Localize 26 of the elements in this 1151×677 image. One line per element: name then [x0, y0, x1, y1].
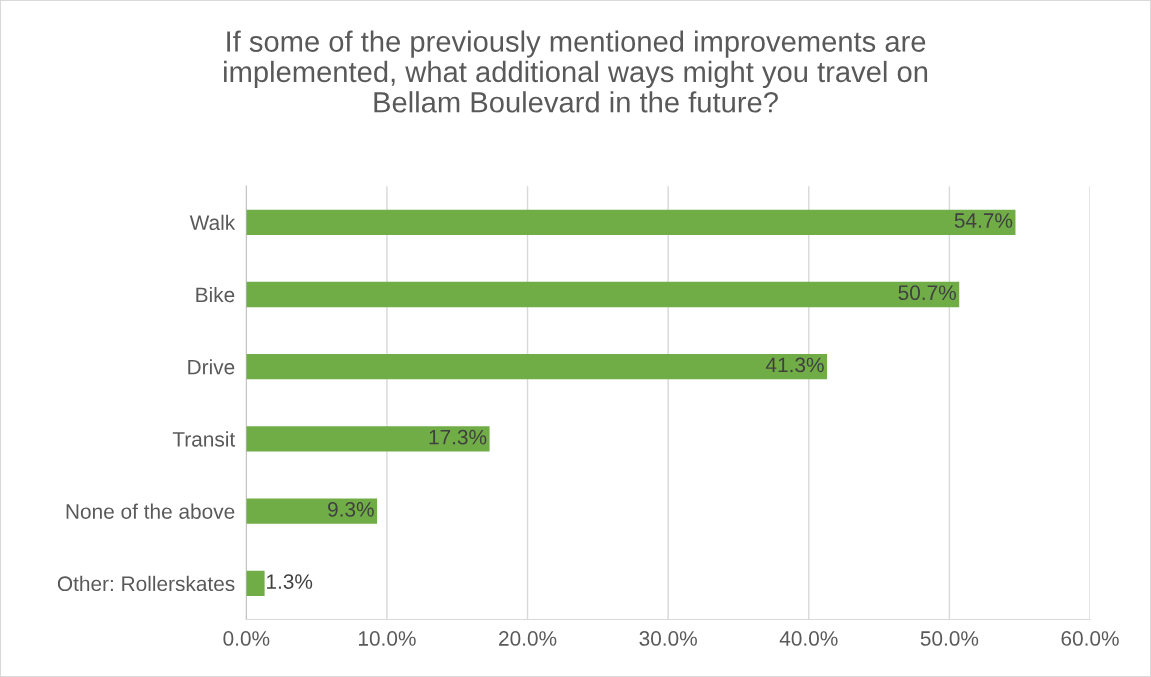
y-tick-label: Walk — [189, 214, 236, 231]
y-tick-label: None of the above — [66, 503, 235, 519]
data-label: 17.3% — [429, 429, 487, 445]
x-tick-label: 0.0% — [223, 631, 270, 646]
data-label: 41.3% — [765, 357, 824, 373]
data-label: 54.7% — [954, 213, 1013, 228]
x-tick-label: 20.0% — [499, 631, 557, 646]
x-tick-label: 30.0% — [639, 631, 697, 646]
data-label: 50.7% — [898, 285, 956, 301]
y-tick-label: Drive — [188, 359, 235, 375]
data-label: 1.3% — [267, 574, 313, 589]
chart-title: If some of the previously mentioned improvements are implemented, what additional ways might you travel on Bellam Boulevard in the future? — [224, 30, 928, 113]
bar — [246, 354, 828, 380]
x-tick-label: 60.0% — [1061, 631, 1119, 646]
y-tick-label: Other: Rollerskates — [57, 575, 235, 592]
y-tick-label: Transit — [172, 431, 236, 447]
bar — [246, 498, 378, 524]
y-tick-label: Bike — [196, 286, 235, 303]
bar — [246, 570, 265, 596]
bar — [246, 426, 490, 452]
bar — [246, 209, 1016, 235]
x-tick-label: 10.0% — [358, 631, 416, 646]
x-tick-label: 40.0% — [779, 631, 838, 646]
bar — [246, 281, 960, 308]
x-tick-label: 50.0% — [920, 631, 979, 646]
data-label: 9.3% — [328, 501, 374, 517]
